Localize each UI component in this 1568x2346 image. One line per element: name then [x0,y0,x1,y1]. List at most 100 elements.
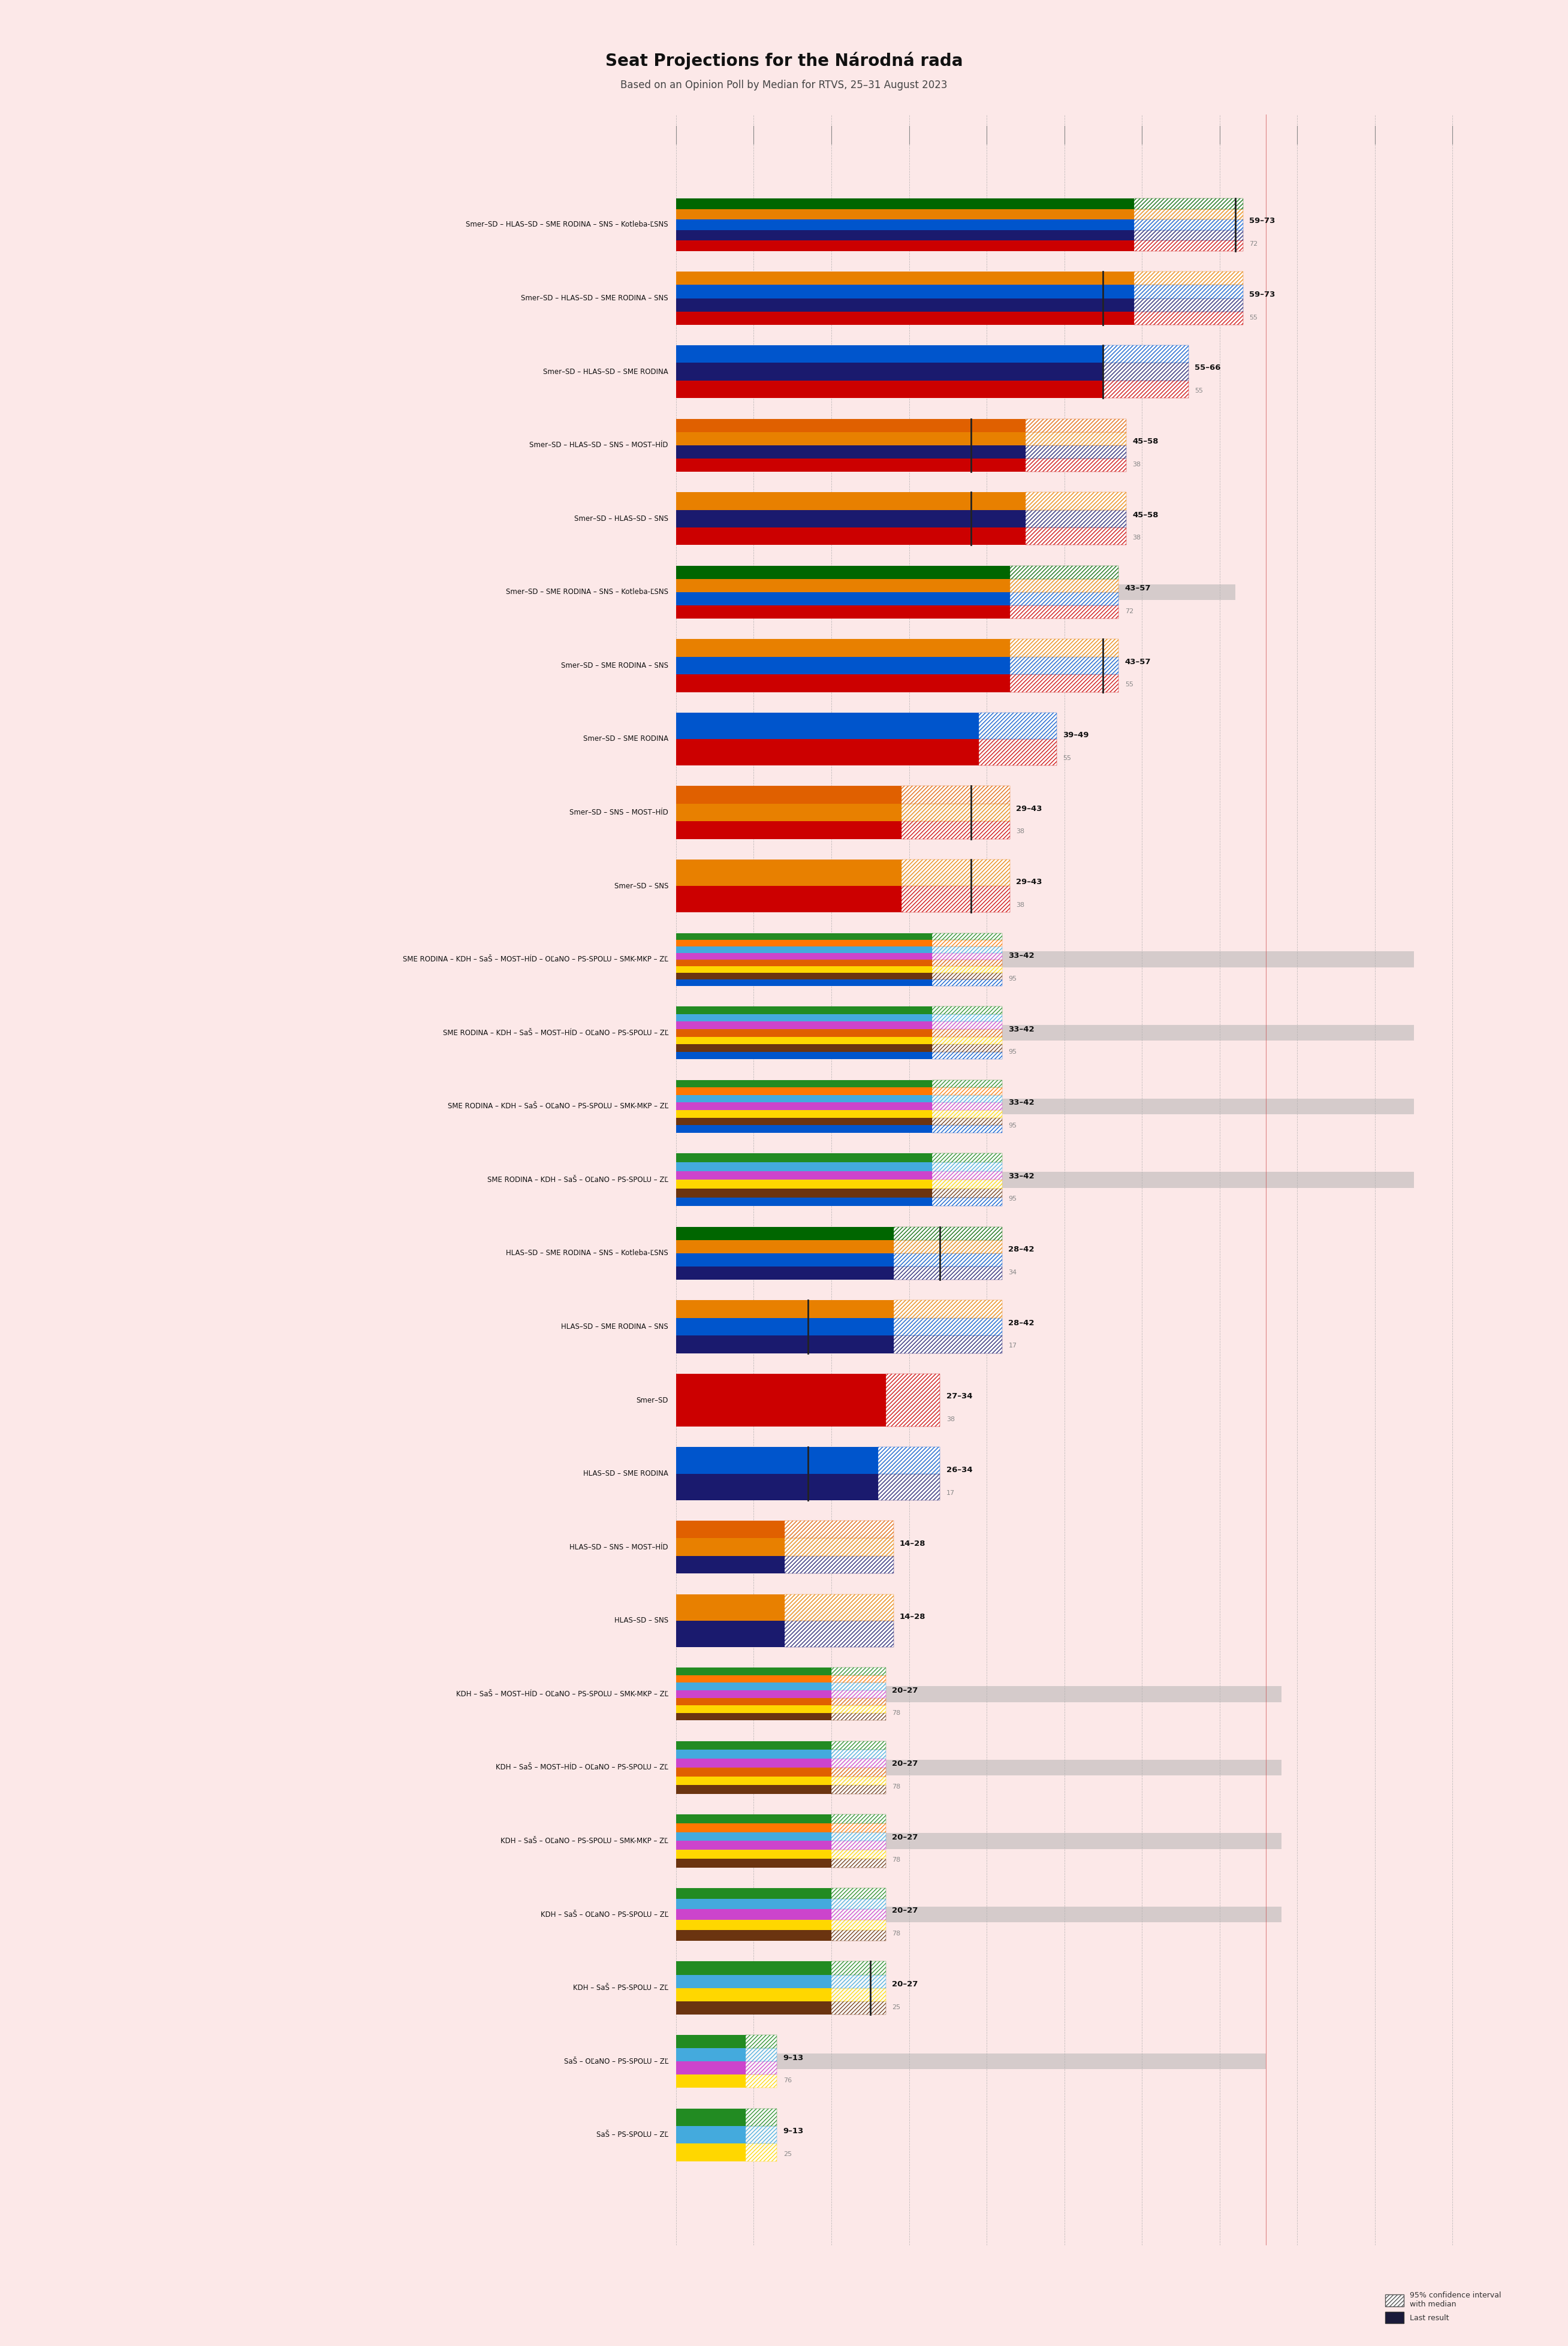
Text: 43–57: 43–57 [1124,584,1151,591]
Bar [676,1314,1002,1340]
Bar [1010,673,1118,692]
Bar [676,528,1025,544]
Bar [676,887,902,913]
Text: 38: 38 [1016,828,1024,835]
Bar [676,364,1104,380]
Text: 38: 38 [1132,535,1142,542]
Text: 26–34: 26–34 [946,1466,972,1473]
Bar [676,1300,894,1318]
Bar [933,1037,1002,1044]
Bar [933,960,1002,967]
Bar [676,1828,886,1853]
Bar [676,725,1057,753]
Bar [1134,221,1243,230]
Bar [676,1462,941,1487]
Bar [676,2125,746,2144]
Text: Based on an Opinion Poll by Median for RTVS, 25–31 August 2023: Based on an Opinion Poll by Median for R… [621,80,947,91]
Bar [676,1241,1002,1267]
Text: 20–27: 20–27 [892,1980,917,1987]
Bar [676,1682,831,1689]
Bar [831,1910,886,1919]
Bar [676,2048,746,2062]
Bar [676,1253,894,1267]
Bar [676,380,1104,399]
Bar [933,1051,1002,1060]
Bar [933,938,1002,945]
Bar [778,2053,1267,2069]
Bar [894,1335,1002,1354]
Bar [676,2074,746,2088]
Bar [676,713,978,739]
Bar [676,579,1118,605]
Bar [746,2074,778,2088]
Bar [746,2144,778,2161]
Bar [933,1021,1002,1030]
Bar [1010,657,1118,673]
Bar [1134,284,1243,298]
Bar [676,952,933,960]
Text: 59–73: 59–73 [1250,291,1275,298]
Bar [1025,418,1126,432]
Bar [676,1699,831,1706]
Bar [1134,230,1243,242]
Text: Smer–SD – HLAS–SD – SNS: Smer–SD – HLAS–SD – SNS [574,514,668,523]
Bar [746,2125,778,2144]
Bar [886,1687,1281,1701]
Bar [933,1189,1002,1196]
Bar [1025,493,1126,509]
Bar [831,1832,886,1842]
Bar [676,1335,894,1354]
Text: 33–42: 33–42 [1008,1025,1035,1032]
Bar [933,1154,1002,1161]
Text: KDH – SaŠ – MOST–HÍD – OĽaNO – PS-SPOLU – SMK-MKP – ZĽ: KDH – SaŠ – MOST–HÍD – OĽaNO – PS-SPOLU … [456,1689,668,1699]
Bar [676,1196,933,1206]
Bar [676,1767,831,1776]
Bar [933,1161,1002,1171]
Bar [784,1539,894,1555]
Text: 29–43: 29–43 [1016,877,1043,887]
Bar [676,1473,878,1499]
Bar [676,1675,831,1682]
Bar [831,1889,886,1898]
Bar [676,446,1025,457]
Bar [933,1089,1002,1096]
Text: 28–42: 28–42 [1008,1318,1035,1328]
Bar [831,1706,886,1713]
Bar [676,1961,831,1975]
Bar [676,1776,831,1785]
Text: 20–27: 20–27 [892,1835,917,1842]
Bar [676,1607,894,1633]
Bar [676,1013,933,1021]
Bar [676,1898,831,1910]
Bar [676,209,1134,221]
Text: Smer–SD – HLAS–SD – SNS – MOST–HÍD: Smer–SD – HLAS–SD – SNS – MOST–HÍD [530,441,668,448]
Bar [676,457,1025,472]
Bar [933,1126,1002,1133]
Bar [1010,579,1118,591]
Bar [831,1699,886,1706]
Bar [676,786,902,805]
Text: 43–57: 43–57 [1124,657,1151,666]
Text: 95: 95 [1008,1049,1018,1056]
Text: 45–58: 45–58 [1132,439,1159,446]
Bar [1134,298,1243,312]
Bar [676,312,1134,324]
Bar [676,1689,831,1699]
Bar [831,1767,886,1776]
Text: Smer–SD – SME RODINA: Smer–SD – SME RODINA [583,734,668,744]
Text: 28–42: 28–42 [1008,1246,1035,1253]
Bar [676,967,933,974]
Bar [894,1267,1002,1279]
Bar [1134,199,1243,209]
Bar [676,1975,886,2001]
Bar [831,1975,886,1987]
Bar [676,1030,933,1037]
Bar [676,1813,831,1823]
Text: SaŠ – OĽaNO – PS-SPOLU – ZĽ: SaŠ – OĽaNO – PS-SPOLU – ZĽ [564,2057,668,2064]
Bar [676,1706,831,1713]
Text: 20–27: 20–27 [892,1907,917,1914]
Bar [831,1741,886,1750]
Bar [676,1900,886,1928]
Bar [676,1089,933,1096]
Bar [831,1713,886,1720]
